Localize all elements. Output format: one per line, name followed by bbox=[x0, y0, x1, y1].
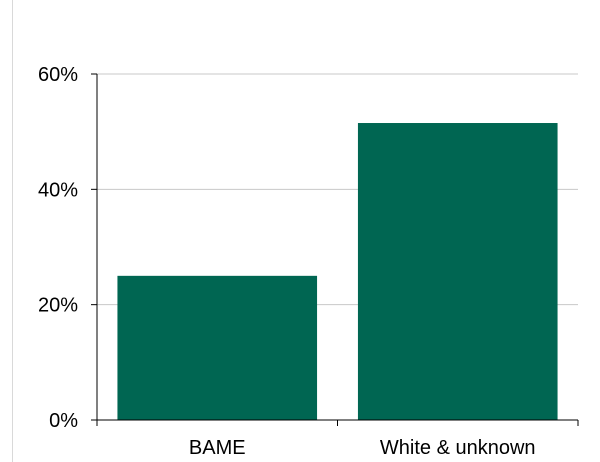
y-tick-label: 0% bbox=[49, 410, 78, 432]
axes bbox=[91, 73, 579, 426]
x-category-labels: BAME White & unknown bbox=[189, 437, 536, 459]
bar-0 bbox=[117, 275, 318, 420]
bar-1 bbox=[357, 123, 558, 421]
x-category-label: BAME bbox=[189, 437, 246, 459]
y-tick-label: 60% bbox=[38, 64, 78, 86]
y-tick-label: 20% bbox=[38, 295, 78, 317]
bars bbox=[117, 123, 558, 421]
y-tick-label: 40% bbox=[38, 179, 78, 201]
x-category-label: White & unknown bbox=[380, 437, 536, 459]
frame-divider bbox=[12, 0, 13, 462]
y-tick-labels: 0% 20% 40% 60% bbox=[38, 64, 78, 432]
